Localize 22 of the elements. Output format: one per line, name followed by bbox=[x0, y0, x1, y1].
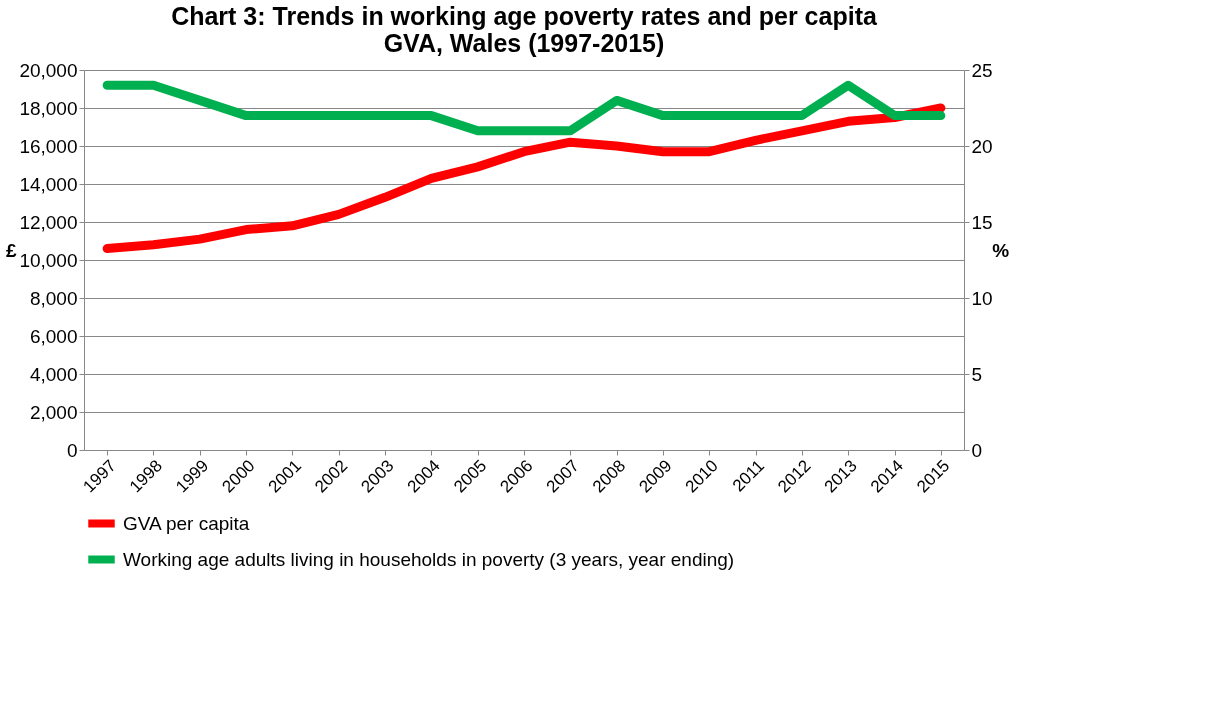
y-tick-label: 20,000 bbox=[19, 59, 78, 81]
y2-tick-label: 25 bbox=[971, 59, 993, 81]
y2-tick-label: 0 bbox=[971, 439, 983, 461]
y-tick-label: 12,000 bbox=[19, 211, 78, 233]
y2-axis-title: % bbox=[992, 239, 1010, 261]
y-tick-label: 18,000 bbox=[19, 97, 78, 119]
y-tick-label: 6,000 bbox=[29, 325, 78, 347]
y-tick-label: 16,000 bbox=[19, 135, 78, 157]
y2-tick-label: 10 bbox=[971, 287, 993, 309]
y-tick-label: 14,000 bbox=[19, 173, 78, 195]
y-tick-label: 2,000 bbox=[29, 401, 78, 423]
legend-label: Working age adults living in households in poverty (3 years, year ending) bbox=[123, 548, 735, 570]
y2-tick-label: 15 bbox=[971, 211, 993, 233]
y-tick-label: 8,000 bbox=[29, 287, 78, 309]
y-axis-title: £ bbox=[6, 239, 18, 261]
y-tick-label: 10,000 bbox=[19, 249, 78, 271]
y-tick-label: 4,000 bbox=[29, 363, 78, 385]
legend-label: GVA per capita bbox=[123, 512, 250, 534]
chart-title: Chart 3: Trends in working age poverty rates and per capita GVA, Wales (1997-2015) bbox=[171, 2, 878, 57]
y-tick-label: 0 bbox=[66, 439, 78, 461]
y2-tick-label: 20 bbox=[971, 135, 993, 157]
y2-tick-label: 5 bbox=[971, 363, 983, 385]
